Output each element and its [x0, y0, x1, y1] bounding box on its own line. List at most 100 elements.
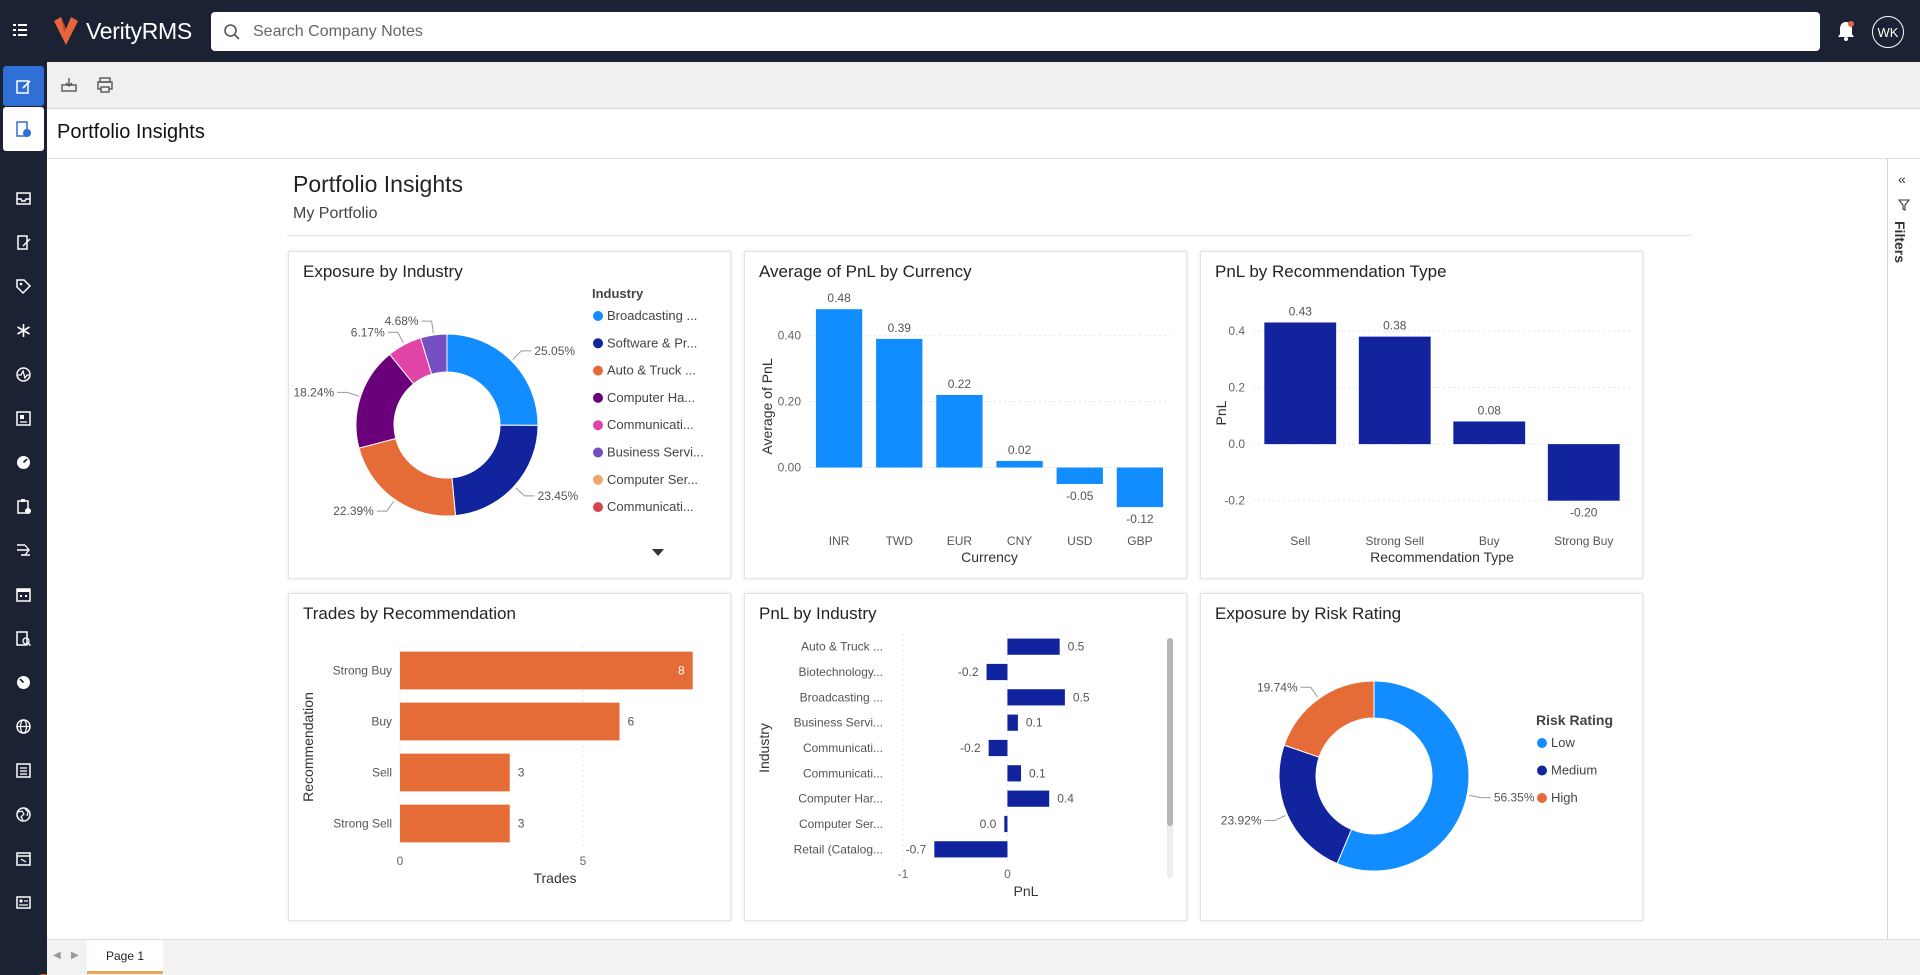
sidebar-item-list[interactable] [0, 750, 47, 790]
legend-item[interactable]: Computer Ha... [607, 390, 695, 405]
bar-data-label: 0.0 [980, 817, 997, 831]
bar[interactable] [1007, 689, 1065, 706]
sidebar-item-dashboard[interactable] [0, 442, 47, 482]
bar[interactable] [1056, 467, 1103, 485]
bar[interactable] [400, 804, 510, 843]
tab-page-1[interactable]: Page 1 [87, 940, 163, 974]
pnl-by-industry-chart: -1 0 0.5 Auto & Truck ... -0.2 Biotechnology.… [756, 634, 1173, 899]
pie-slice[interactable] [419, 333, 448, 375]
bar-data-label: -0.20 [1570, 506, 1598, 520]
sidebar-item-performance[interactable] [0, 662, 47, 702]
bar[interactable] [1004, 815, 1008, 833]
sidebar-item-activity[interactable] [0, 354, 47, 394]
legend-item[interactable]: High [1551, 790, 1578, 805]
bar[interactable] [1547, 444, 1620, 501]
bar-data-label: 0.02 [1008, 443, 1032, 457]
sidebar-item-clipboard[interactable] [0, 486, 47, 526]
bar[interactable] [986, 663, 1008, 681]
pie-slice[interactable] [1336, 680, 1470, 872]
sidebar-item-global[interactable] [0, 706, 47, 746]
scrollbar-thumb[interactable] [1167, 638, 1173, 826]
bar[interactable] [988, 739, 1008, 757]
bar[interactable] [1264, 322, 1337, 445]
next-page-icon[interactable]: ▶ [71, 950, 79, 961]
filters-pane[interactable]: « Filters [1887, 159, 1920, 939]
search-input[interactable] [253, 22, 1753, 41]
workflow-icon [17, 543, 30, 556]
legend-item[interactable]: Low [1551, 735, 1575, 750]
sidebar-item-world[interactable] [0, 794, 47, 834]
trades-by-recommendation-card[interactable]: Trades by Recommendation 0 5 8 Strong Buy 6 B… [288, 593, 731, 921]
legend-item[interactable]: Software & Pr... [607, 335, 697, 350]
legend-item[interactable]: Medium [1551, 763, 1597, 778]
sidebar-item-notes[interactable] [0, 222, 47, 262]
legend-item[interactable]: Communicati... [607, 417, 694, 432]
legend-item[interactable]: Computer Ser... [607, 472, 698, 487]
sidebar-item-tags[interactable] [0, 266, 47, 306]
bar[interactable] [1007, 790, 1050, 807]
bar[interactable] [876, 338, 923, 468]
pie-slice[interactable] [446, 333, 539, 426]
search-bar[interactable] [211, 12, 1820, 51]
bar[interactable] [1453, 421, 1526, 445]
sidebar-item-reports[interactable] [3, 107, 44, 151]
y-tick-label: Broadcasting ... [800, 690, 883, 704]
page-header: Portfolio Insights [47, 109, 1920, 159]
bar[interactable] [1116, 467, 1164, 508]
user-avatar[interactable]: WK [1872, 16, 1904, 48]
pnl-by-recommendation-card[interactable]: PnL by Recommendation Type -0.2 0.0 0.2 0.4… [1200, 251, 1643, 579]
y-tick-label: 0.00 [778, 461, 802, 475]
y-tick-label: 0.4 [1228, 324, 1245, 338]
pie-slice[interactable] [451, 424, 539, 517]
y-tick-label: Computer Har... [798, 792, 883, 806]
exposure-by-industry-card[interactable]: Exposure by Industry 25.05% 23.45% 22.39% 1… [288, 251, 731, 579]
x-tick-label: EUR [947, 534, 973, 548]
sidebar-item-contacts[interactable] [0, 882, 47, 922]
pnl-by-industry-card[interactable]: PnL by Industry -1 0 0.5 Auto & Truck ... -0… [744, 593, 1187, 921]
bar[interactable] [996, 460, 1043, 468]
legend-item[interactable]: Communicati... [607, 499, 694, 514]
menu-icon[interactable] [12, 22, 30, 40]
bar[interactable] [1007, 638, 1060, 655]
sidebar-item-schedule[interactable] [0, 838, 47, 878]
pie-slice[interactable] [1283, 680, 1375, 758]
filters-label[interactable]: Filters [1892, 221, 1908, 264]
bar[interactable] [934, 841, 1008, 858]
bar[interactable] [1007, 714, 1018, 731]
exposure-by-risk-card[interactable]: Exposure by Risk Rating 56.35% 23.92% 19.7… [1200, 593, 1643, 921]
page-title: Portfolio Insights [57, 121, 205, 143]
y-tick-label: 0.2 [1228, 381, 1245, 395]
y-tick-label: Biotechnology... [799, 665, 884, 679]
bar[interactable] [400, 702, 620, 741]
bar[interactable] [936, 394, 983, 468]
leader-line [421, 320, 434, 334]
trades-by-recommendation-chart: 0 5 8 Strong Buy 6 Buy 3 Sell 3 Strong Sell Trades… [300, 645, 693, 886]
sidebar-item-edit[interactable] [3, 66, 44, 106]
pie-slice[interactable] [1278, 744, 1353, 865]
print-icon[interactable] [96, 76, 114, 94]
sidebar-item-settings[interactable] [0, 310, 47, 350]
legend-scroll-down-icon[interactable] [652, 549, 664, 556]
bar[interactable] [815, 309, 863, 468]
bar[interactable] [1007, 765, 1022, 782]
sidebar-item-workflow[interactable] [0, 530, 47, 570]
bell-icon[interactable] [1836, 20, 1856, 42]
pnl-by-currency-card[interactable]: Average of PnL by Currency 0.00 0.20 0.40 0… [744, 251, 1187, 579]
export-icon[interactable] [60, 76, 78, 94]
legend-item[interactable]: Broadcasting ... [607, 308, 697, 323]
bar[interactable] [1358, 336, 1431, 445]
collapse-chevron-icon[interactable]: « [1898, 171, 1906, 187]
bar[interactable] [400, 651, 693, 690]
y-tick-label: Communicati... [803, 766, 883, 780]
bar[interactable] [400, 753, 510, 792]
prev-page-icon[interactable]: ◀ [53, 950, 61, 961]
sidebar-item-research[interactable] [0, 618, 47, 658]
top-bar: VerityRMS WK [0, 0, 1920, 62]
card-title: PnL by Recommendation Type [1215, 262, 1447, 281]
legend-item[interactable]: Business Servi... [607, 445, 704, 460]
app-logo[interactable]: VerityRMS [52, 14, 192, 48]
sidebar-item-inbox[interactable] [0, 178, 47, 218]
legend-item[interactable]: Auto & Truck ... [607, 363, 696, 378]
sidebar-item-documents[interactable] [0, 398, 47, 438]
sidebar-item-calendar[interactable] [0, 574, 47, 614]
